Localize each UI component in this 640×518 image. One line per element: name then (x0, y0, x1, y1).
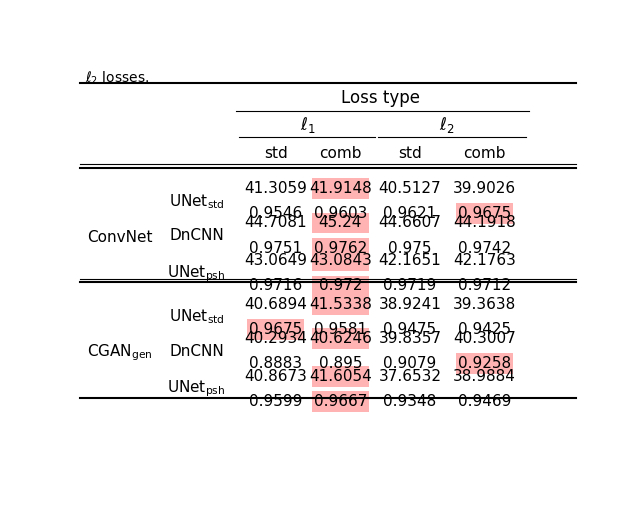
Text: 0.9716: 0.9716 (250, 278, 303, 293)
Text: $\ell_2$: $\ell_2$ (440, 115, 454, 135)
Text: 45.24: 45.24 (319, 215, 362, 231)
Text: DnCNN: DnCNN (169, 228, 224, 243)
Text: 0.9425: 0.9425 (458, 322, 511, 337)
Text: 0.9079: 0.9079 (383, 356, 436, 371)
Text: 40.6894: 40.6894 (244, 297, 307, 312)
Text: 0.9675: 0.9675 (250, 322, 303, 337)
Text: 0.9603: 0.9603 (314, 206, 367, 221)
Text: UNet$_{\mathrm{psh}}$: UNet$_{\mathrm{psh}}$ (168, 263, 226, 284)
Bar (312, 178, 369, 199)
Text: 0.9712: 0.9712 (458, 278, 511, 293)
Text: std: std (398, 146, 422, 161)
Text: 0.9667: 0.9667 (314, 394, 367, 409)
Text: 41.6054: 41.6054 (309, 369, 372, 384)
Text: $\ell_1$: $\ell_1$ (300, 115, 316, 135)
Text: 0.9675: 0.9675 (458, 206, 511, 221)
Text: 40.6246: 40.6246 (309, 331, 372, 346)
Text: 43.0649: 43.0649 (244, 253, 307, 268)
Text: 0.9469: 0.9469 (458, 394, 511, 409)
Text: 41.9148: 41.9148 (309, 181, 372, 196)
Text: 41.5338: 41.5338 (309, 297, 372, 312)
Text: comb: comb (319, 146, 362, 161)
Bar (456, 353, 513, 374)
Text: UNet$_{\mathrm{psh}}$: UNet$_{\mathrm{psh}}$ (168, 379, 226, 399)
Text: 0.9546: 0.9546 (250, 206, 303, 221)
Text: 38.9241: 38.9241 (378, 297, 441, 312)
Text: 0.9581: 0.9581 (314, 322, 367, 337)
Bar (312, 366, 369, 387)
Text: Loss type: Loss type (340, 89, 420, 107)
Bar (312, 391, 369, 412)
Text: 0.975: 0.975 (388, 240, 431, 255)
Text: 44.7081: 44.7081 (244, 215, 307, 231)
Text: 0.9719: 0.9719 (383, 278, 436, 293)
Text: 39.8357: 39.8357 (378, 331, 442, 346)
Text: 41.3059: 41.3059 (244, 181, 307, 196)
Text: 42.1763: 42.1763 (453, 253, 516, 268)
Text: ConvNet: ConvNet (87, 230, 152, 245)
Bar (312, 276, 369, 296)
Text: UNet$_{\mathrm{std}}$: UNet$_{\mathrm{std}}$ (169, 192, 225, 210)
Text: 38.9884: 38.9884 (453, 369, 516, 384)
Text: 0.9751: 0.9751 (250, 240, 303, 255)
Text: 0.9348: 0.9348 (383, 394, 436, 409)
Bar (312, 328, 369, 349)
Bar (312, 250, 369, 271)
Text: comb: comb (463, 146, 506, 161)
Text: 43.0843: 43.0843 (309, 253, 372, 268)
Text: 39.3638: 39.3638 (452, 297, 516, 312)
Text: UNet$_{\mathrm{std}}$: UNet$_{\mathrm{std}}$ (169, 308, 225, 326)
Text: std: std (264, 146, 288, 161)
Text: 0.9742: 0.9742 (458, 240, 511, 255)
Text: 42.1651: 42.1651 (378, 253, 441, 268)
Text: 37.6532: 37.6532 (378, 369, 442, 384)
Text: DnCNN: DnCNN (169, 343, 224, 358)
Text: 44.6607: 44.6607 (378, 215, 441, 231)
Text: $\ell_2$ losses.: $\ell_2$ losses. (85, 69, 149, 87)
Text: 0.895: 0.895 (319, 356, 362, 371)
Text: 0.8883: 0.8883 (250, 356, 303, 371)
Text: 40.3007: 40.3007 (453, 331, 516, 346)
Text: 0.972: 0.972 (319, 278, 362, 293)
Bar (312, 294, 369, 314)
Text: 40.8673: 40.8673 (244, 369, 307, 384)
Bar (456, 204, 513, 224)
Text: 40.5127: 40.5127 (378, 181, 441, 196)
Text: 0.9621: 0.9621 (383, 206, 436, 221)
Text: 0.9762: 0.9762 (314, 240, 367, 255)
Text: 40.2934: 40.2934 (244, 331, 307, 346)
Bar (312, 238, 369, 258)
Text: 44.1918: 44.1918 (453, 215, 516, 231)
Text: CGAN$_{\mathrm{gen}}$: CGAN$_{\mathrm{gen}}$ (87, 342, 152, 363)
Text: 39.9026: 39.9026 (452, 181, 516, 196)
Text: 0.9258: 0.9258 (458, 356, 511, 371)
Text: 0.9599: 0.9599 (249, 394, 303, 409)
Bar (312, 212, 369, 233)
Bar (248, 319, 305, 340)
Text: 0.9475: 0.9475 (383, 322, 436, 337)
